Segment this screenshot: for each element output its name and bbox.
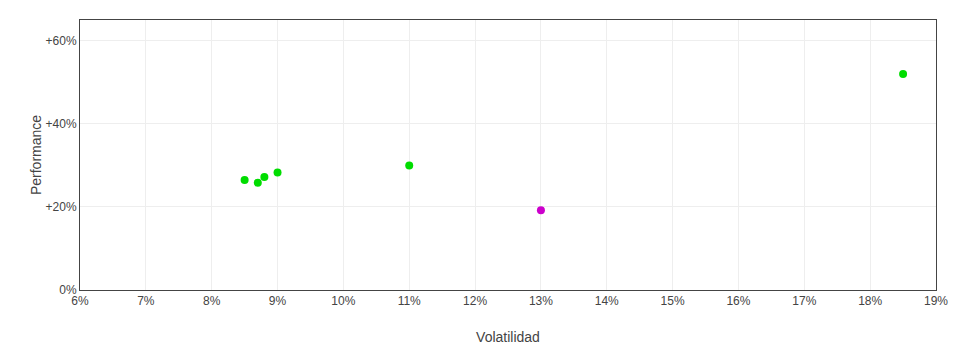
svg-text:6%: 6% [71, 294, 89, 308]
svg-text:+40%: +40% [46, 117, 77, 131]
svg-text:11%: 11% [398, 294, 421, 308]
svg-text:Volatilidad: Volatilidad [476, 329, 540, 345]
svg-text:+20%: +20% [46, 200, 77, 214]
svg-text:+60%: +60% [46, 34, 77, 48]
svg-text:8%: 8% [203, 294, 221, 308]
svg-text:7%: 7% [137, 294, 155, 308]
svg-text:10%: 10% [331, 294, 355, 308]
svg-text:9%: 9% [269, 294, 287, 308]
svg-text:12%: 12% [463, 294, 487, 308]
svg-text:18%: 18% [858, 294, 882, 308]
svg-text:13%: 13% [529, 294, 553, 308]
svg-text:16%: 16% [726, 294, 750, 308]
svg-text:17%: 17% [792, 294, 816, 308]
svg-text:14%: 14% [595, 294, 619, 308]
svg-text:19%: 19% [924, 294, 948, 308]
svg-text:Performance: Performance [28, 115, 44, 195]
svg-text:15%: 15% [661, 294, 685, 308]
svg-text:0%: 0% [59, 283, 77, 297]
